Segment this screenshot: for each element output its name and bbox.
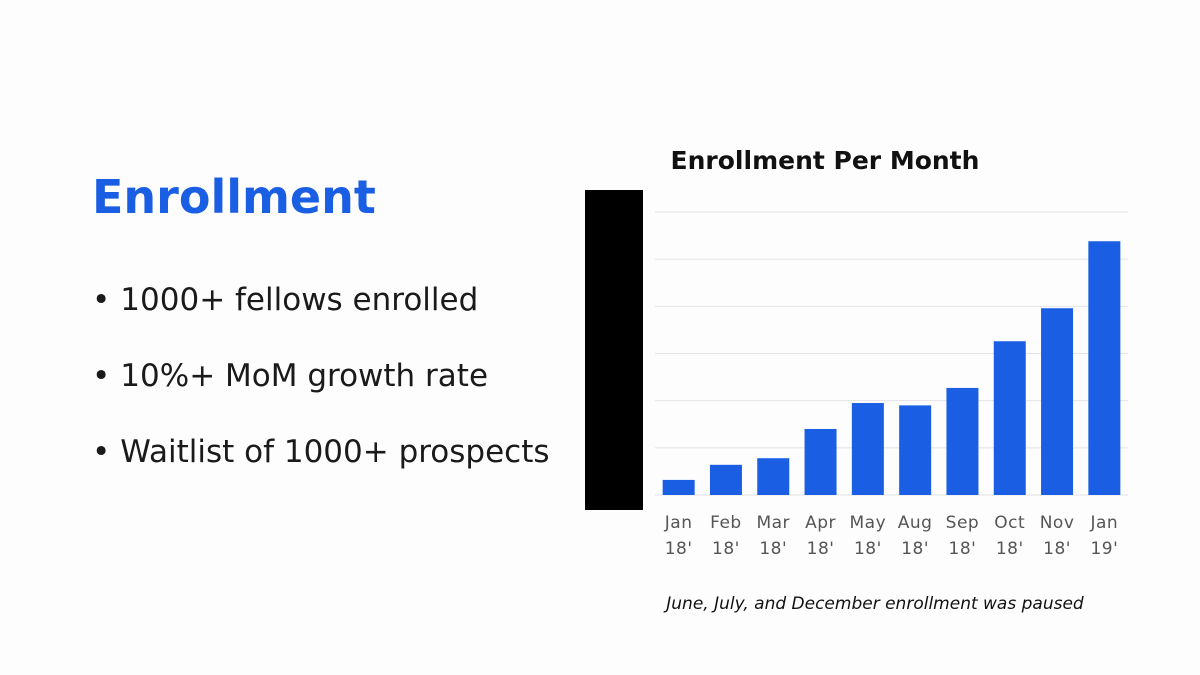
x-tick-label: Feb 18' [710,513,742,559]
x-tick-label: Apr 18' [805,513,836,559]
bullet: 10%+ MoM growth rate [92,354,550,430]
x-tick-label: May 18' [849,513,887,559]
x-tick-label: Nov 18' [1039,513,1075,559]
bar [709,464,742,495]
x-tick-label: Jan 18' [664,513,693,559]
bar [1041,308,1074,495]
x-tick-label: Oct 18' [994,513,1026,559]
bar [946,387,979,495]
x-tick-label: Mar 18' [756,513,791,559]
x-tick-label: Jan 19' [1090,513,1119,559]
chart-note: June, July, and December enrollment was … [663,594,1084,614]
bar [899,405,932,495]
x-tick-label: Sep 18' [945,513,980,559]
chart-title: Enrollment Per Month [671,146,980,175]
bar [662,479,695,495]
bar [851,403,884,495]
bar [757,458,790,495]
bullet: Waitlist of 1000+ prospects [92,430,549,506]
bar [1088,241,1121,495]
bar [804,428,837,495]
slide-title: Enrollment [92,170,376,224]
bar [993,341,1026,495]
x-tick-label: Aug 18' [897,513,933,559]
bullet: 1000+ fellows enrolled [92,278,550,354]
bullet-list: 1000+ fellows enrolled 10%+ MoM growth r… [92,278,550,506]
redaction-block [585,190,643,510]
